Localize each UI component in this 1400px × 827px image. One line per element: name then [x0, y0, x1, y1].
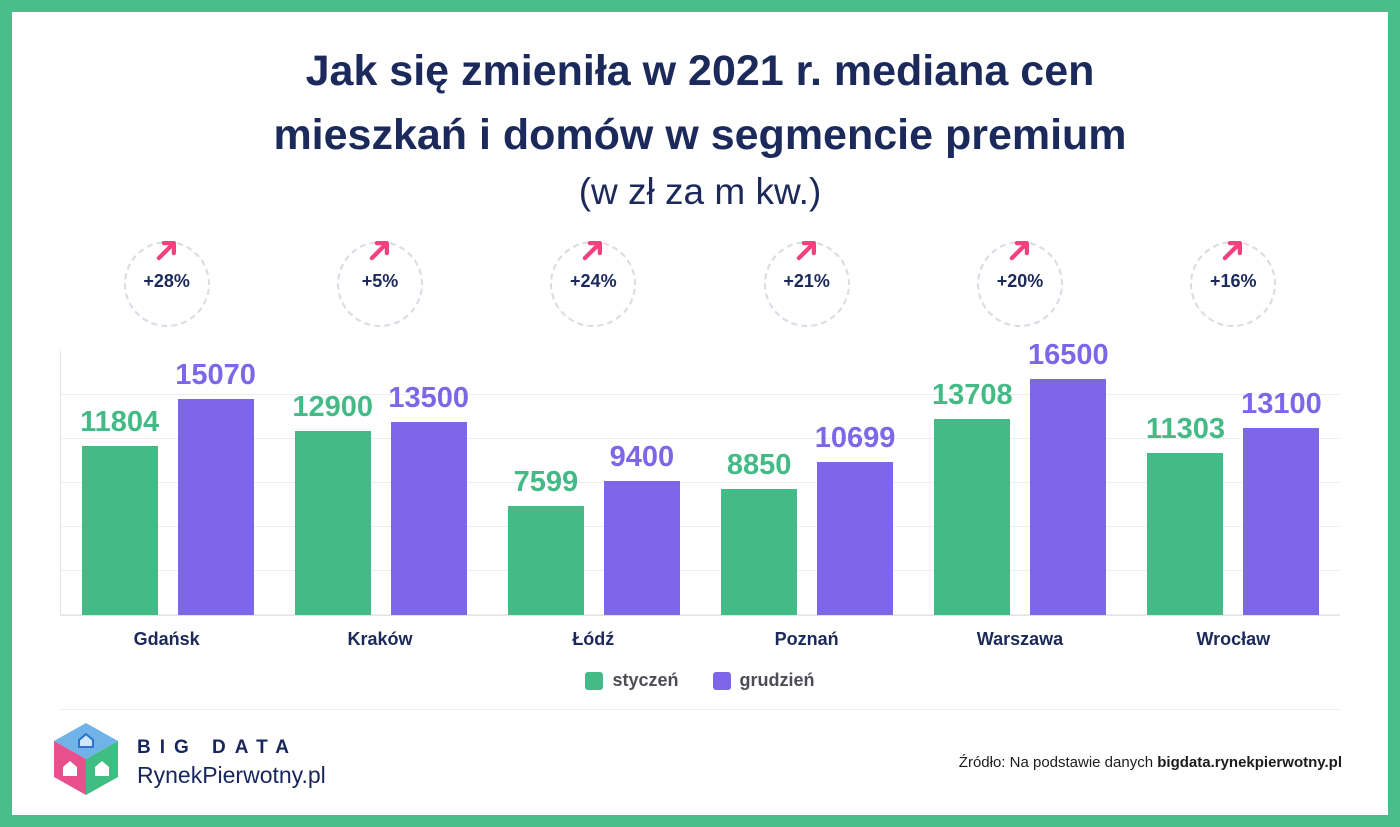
percent-badge-cell: +16%: [1127, 241, 1340, 328]
legend-label: grudzień: [739, 670, 815, 691]
bar-value-label: 13708: [931, 378, 1013, 411]
bar-grudzień-wrocław: [1243, 427, 1320, 616]
x-axis-label: Łódź: [572, 629, 615, 650]
bar-value-label: 10699: [814, 422, 896, 455]
bar-grudzień-gdańsk: [177, 399, 254, 616]
percent-change-label: +21%: [783, 271, 830, 292]
chart-title-line1: Jak się zmieniła w 2021 r. mediana cen: [305, 47, 1095, 95]
bar-styczeń-gdańsk: [81, 446, 158, 616]
x-axis-label: Kraków: [347, 629, 413, 650]
bar-value-label: 16500: [1027, 338, 1109, 371]
trend-up-arrow-icon: [365, 235, 395, 267]
percent-badge: +5%: [336, 241, 423, 328]
x-axis-label: Warszawa: [976, 629, 1064, 650]
bar-groups: 11804 15070 12900 13500 7599 9400 8850 10699 137…: [61, 339, 1340, 616]
brand-cube-logo-icon: [50, 721, 122, 804]
percent-badge-cell: +28%: [60, 241, 273, 328]
percent-badges-row: +28% +5% +24% +21% +20% +16%: [60, 241, 1340, 328]
bar-column: 9400: [603, 351, 680, 616]
chart-title: Jak się zmieniła w 2021 r. mediana cen m…: [12, 40, 1388, 167]
bar-styczeń-wrocław: [1147, 453, 1224, 616]
legend-swatch: [585, 671, 604, 690]
percent-badge: +20%: [976, 241, 1063, 328]
percent-badge: +24%: [550, 241, 637, 328]
source-prefix: Źródło: Na podstawie danych: [958, 754, 1158, 772]
brand-text: BIG DATA RynekPierwotny.pl: [137, 737, 326, 789]
percent-change-label: +20%: [996, 271, 1044, 292]
bar-group-kraków: 12900 13500: [274, 351, 487, 616]
bar-group-wrocław: 11303 13100: [1127, 351, 1340, 616]
bar-column: 13100: [1241, 351, 1322, 616]
bar-styczeń-poznań: [721, 488, 798, 616]
bar-group-gdańsk: 11804 15070: [61, 351, 274, 616]
footer-divider: [60, 709, 1340, 711]
bar-value-label: 13500: [388, 381, 470, 414]
bar-value-label: 9400: [609, 440, 675, 473]
bar-column: 16500: [1028, 339, 1109, 616]
bar-value-label: 7599: [513, 466, 579, 499]
percent-change-label: +5%: [361, 271, 399, 292]
chart-legend: styczeń grudzień: [12, 670, 1388, 691]
bar-styczeń-kraków: [294, 430, 371, 616]
trend-up-arrow-icon: [1218, 235, 1248, 267]
percent-badge-cell: +21%: [700, 241, 913, 328]
footer: BIG DATA RynekPierwotny.pl Źródło: Na po…: [12, 710, 1388, 815]
brand-block: BIG DATA RynekPierwotny.pl: [50, 721, 326, 804]
bar-value-label: 13100: [1241, 387, 1322, 420]
bar-column: 13708: [931, 351, 1013, 616]
brand-domain: RynekPierwotny.pl: [137, 761, 326, 788]
x-axis-label: Wrocław: [1196, 629, 1271, 650]
percent-badge-cell: +5%: [273, 241, 486, 328]
source-domain: bigdata.rynekpierwotny.pl: [1157, 754, 1342, 772]
bar-chart: 11804 15070 12900 13500 7599 9400 8850 10699 137…: [60, 339, 1340, 617]
trend-up-arrow-icon: [578, 235, 608, 267]
trend-up-arrow-icon: [1005, 235, 1035, 267]
bar-value-label: 11804: [80, 406, 160, 439]
brand-name: BIG DATA: [137, 736, 299, 758]
bar-column: 7599: [507, 351, 584, 616]
bar-column: 15070: [175, 351, 256, 616]
bar-group-łódź: 7599 9400: [487, 351, 700, 616]
infographic-card: Jak się zmieniła w 2021 r. mediana cen m…: [12, 12, 1388, 815]
percent-change-label: +28%: [143, 271, 190, 292]
trend-up-arrow-icon: [792, 235, 822, 267]
bar-group-poznań: 8850 10699: [701, 351, 914, 616]
x-axis-label: Poznań: [774, 629, 839, 650]
bar-grudzień-łódź: [603, 480, 680, 616]
x-axis-labels: Gdańsk Kraków Łódź Poznań Warszawa Wrocław: [60, 629, 1340, 650]
bar-column: 11303: [1145, 351, 1225, 616]
bar-column: 12900: [292, 351, 374, 616]
legend-swatch: [712, 671, 731, 690]
bar-column: 8850: [721, 351, 798, 616]
bar-value-label: 11303: [1145, 413, 1225, 446]
x-axis-label: Gdańsk: [133, 629, 200, 650]
bar-grudzień-kraków: [390, 421, 467, 616]
percent-badge: +16%: [1190, 241, 1277, 328]
bar-column: 13500: [388, 351, 470, 616]
percent-change-label: +16%: [1210, 271, 1257, 292]
percent-badge: +21%: [763, 241, 850, 328]
chart-subtitle: (w zł za m kw.): [578, 171, 822, 213]
trend-up-arrow-icon: [152, 235, 182, 267]
bar-group-warszawa: 13708 16500: [914, 339, 1127, 616]
bar-styczeń-warszawa: [934, 418, 1011, 616]
percent-change-label: +24%: [570, 271, 617, 292]
bar-column: 11804: [80, 351, 160, 616]
source-note: Źródło: Na podstawie danych bigdata.ryne…: [959, 754, 1342, 771]
bar-grudzień-warszawa: [1030, 378, 1107, 616]
bar-column: 10699: [814, 351, 896, 616]
percent-badge: +28%: [123, 241, 210, 328]
bar-value-label: 12900: [292, 390, 374, 423]
percent-badge-cell: +24%: [487, 241, 700, 328]
bar-value-label: 8850: [726, 448, 792, 481]
bar-grudzień-poznań: [817, 462, 894, 616]
legend-label: styczeń: [612, 670, 679, 691]
legend-item: grudzień: [712, 670, 815, 691]
bar-value-label: 15070: [175, 359, 256, 392]
legend-item: styczeń: [585, 670, 679, 691]
chart-title-line2: mieszkań i domów w segmencie premium: [273, 110, 1127, 159]
plot-area: 11804 15070 12900 13500 7599 9400 8850 10699 137…: [60, 339, 1340, 617]
percent-badge-cell: +20%: [913, 241, 1126, 328]
bar-styczeń-łódź: [507, 506, 584, 616]
